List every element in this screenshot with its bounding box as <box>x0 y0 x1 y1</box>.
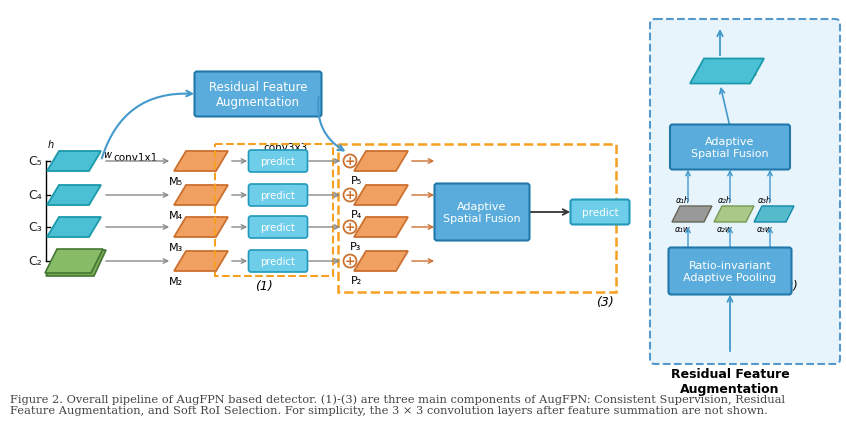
Text: predict: predict <box>261 190 295 201</box>
Text: α₂h: α₂h <box>718 196 732 204</box>
Text: P₅: P₅ <box>350 176 361 186</box>
Polygon shape <box>47 186 101 205</box>
Text: (1): (1) <box>255 279 273 292</box>
FancyBboxPatch shape <box>249 184 307 207</box>
Text: conv1x1: conv1x1 <box>113 153 157 163</box>
Text: C₃: C₃ <box>28 221 42 234</box>
Circle shape <box>343 189 356 202</box>
Text: α₁h: α₁h <box>676 196 690 204</box>
Text: predict: predict <box>261 256 295 266</box>
Polygon shape <box>174 251 228 271</box>
Text: M₄: M₄ <box>169 210 183 221</box>
Text: +: + <box>344 221 355 234</box>
Text: P₄: P₄ <box>350 210 361 219</box>
Text: Residual Feature
Augmentation: Residual Feature Augmentation <box>671 367 789 395</box>
Polygon shape <box>47 218 101 237</box>
FancyBboxPatch shape <box>249 151 307 173</box>
Polygon shape <box>672 207 712 222</box>
Text: predict: predict <box>582 207 618 218</box>
Text: M₆: M₆ <box>742 65 758 78</box>
FancyBboxPatch shape <box>668 248 792 295</box>
Polygon shape <box>45 249 103 273</box>
Text: α₃h: α₃h <box>758 196 772 204</box>
Text: h: h <box>48 140 54 150</box>
FancyBboxPatch shape <box>570 200 629 225</box>
Polygon shape <box>714 207 754 222</box>
Text: P₂: P₂ <box>350 275 361 285</box>
Text: Residual Feature
Augmentation: Residual Feature Augmentation <box>209 81 307 109</box>
Polygon shape <box>690 59 764 84</box>
Bar <box>215 145 333 276</box>
Polygon shape <box>174 152 228 172</box>
Text: M₂: M₂ <box>169 276 183 286</box>
Polygon shape <box>174 186 228 205</box>
Polygon shape <box>354 251 408 271</box>
Text: +: + <box>344 255 355 268</box>
Text: (3): (3) <box>596 295 614 308</box>
Polygon shape <box>354 218 408 237</box>
Text: Adaptive
Spatial Fusion: Adaptive Spatial Fusion <box>691 137 769 158</box>
FancyBboxPatch shape <box>670 125 790 170</box>
Text: α₃w: α₃w <box>757 225 773 233</box>
FancyBboxPatch shape <box>435 184 530 241</box>
Text: predict: predict <box>261 222 295 233</box>
Polygon shape <box>354 152 408 172</box>
Text: +: + <box>344 189 355 202</box>
Text: conv3x3: conv3x3 <box>263 143 307 153</box>
Text: predict: predict <box>261 157 295 167</box>
Text: Ratio-invariant
Adaptive Pooling: Ratio-invariant Adaptive Pooling <box>684 261 777 282</box>
FancyBboxPatch shape <box>650 20 840 364</box>
Text: M₃: M₃ <box>169 242 183 253</box>
Text: α₂w: α₂w <box>717 225 733 233</box>
Circle shape <box>343 255 356 268</box>
Text: Adaptive
Spatial Fusion: Adaptive Spatial Fusion <box>443 202 521 223</box>
Text: α₁w: α₁w <box>675 225 691 233</box>
Text: Figure 2. Overall pipeline of AugFPN based detector. (1)-(3) are three main comp: Figure 2. Overall pipeline of AugFPN bas… <box>10 393 785 415</box>
Text: P₃: P₃ <box>350 242 362 251</box>
Polygon shape <box>174 218 228 237</box>
Text: C₄: C₄ <box>28 189 42 202</box>
Text: M₅: M₅ <box>169 177 183 187</box>
Text: w: w <box>103 150 111 160</box>
Circle shape <box>343 155 356 168</box>
Text: C₅: C₅ <box>28 155 42 168</box>
Bar <box>338 145 616 292</box>
Polygon shape <box>354 186 408 205</box>
Polygon shape <box>46 250 106 276</box>
Text: (2): (2) <box>781 280 798 293</box>
FancyBboxPatch shape <box>249 216 307 239</box>
Polygon shape <box>47 152 101 172</box>
Text: +: + <box>344 155 355 168</box>
FancyBboxPatch shape <box>195 72 321 117</box>
Circle shape <box>343 221 356 234</box>
Polygon shape <box>754 207 794 222</box>
Text: C₂: C₂ <box>28 255 42 268</box>
FancyBboxPatch shape <box>249 250 307 272</box>
